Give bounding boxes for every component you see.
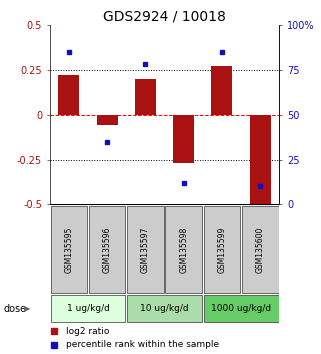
Text: percentile rank within the sample: percentile rank within the sample xyxy=(66,340,219,349)
Text: GSM135597: GSM135597 xyxy=(141,226,150,273)
Bar xyxy=(204,206,240,292)
Bar xyxy=(50,206,87,292)
Text: ▶: ▶ xyxy=(24,304,30,313)
Bar xyxy=(242,206,279,292)
Text: 10 ug/kg/d: 10 ug/kg/d xyxy=(140,304,189,313)
Bar xyxy=(127,296,202,322)
Bar xyxy=(50,296,126,322)
Text: 1 ug/kg/d: 1 ug/kg/d xyxy=(66,304,109,313)
Bar xyxy=(97,115,118,125)
Text: GSM135599: GSM135599 xyxy=(217,226,226,273)
Bar xyxy=(211,66,232,115)
Text: GSM135595: GSM135595 xyxy=(65,226,74,273)
Bar xyxy=(165,206,202,292)
Bar xyxy=(250,115,271,205)
Title: GDS2924 / 10018: GDS2924 / 10018 xyxy=(103,10,226,24)
Bar xyxy=(204,296,279,322)
Text: GSM135598: GSM135598 xyxy=(179,226,188,273)
Bar xyxy=(173,115,194,163)
Bar xyxy=(135,79,156,115)
Text: 1000 ug/kg/d: 1000 ug/kg/d xyxy=(211,304,271,313)
Text: GSM135596: GSM135596 xyxy=(103,226,112,273)
Text: log2 ratio: log2 ratio xyxy=(66,326,109,336)
Bar xyxy=(127,206,164,292)
Bar xyxy=(89,206,126,292)
Text: dose: dose xyxy=(3,304,26,314)
Bar xyxy=(58,75,79,115)
Text: GSM135600: GSM135600 xyxy=(256,226,265,273)
